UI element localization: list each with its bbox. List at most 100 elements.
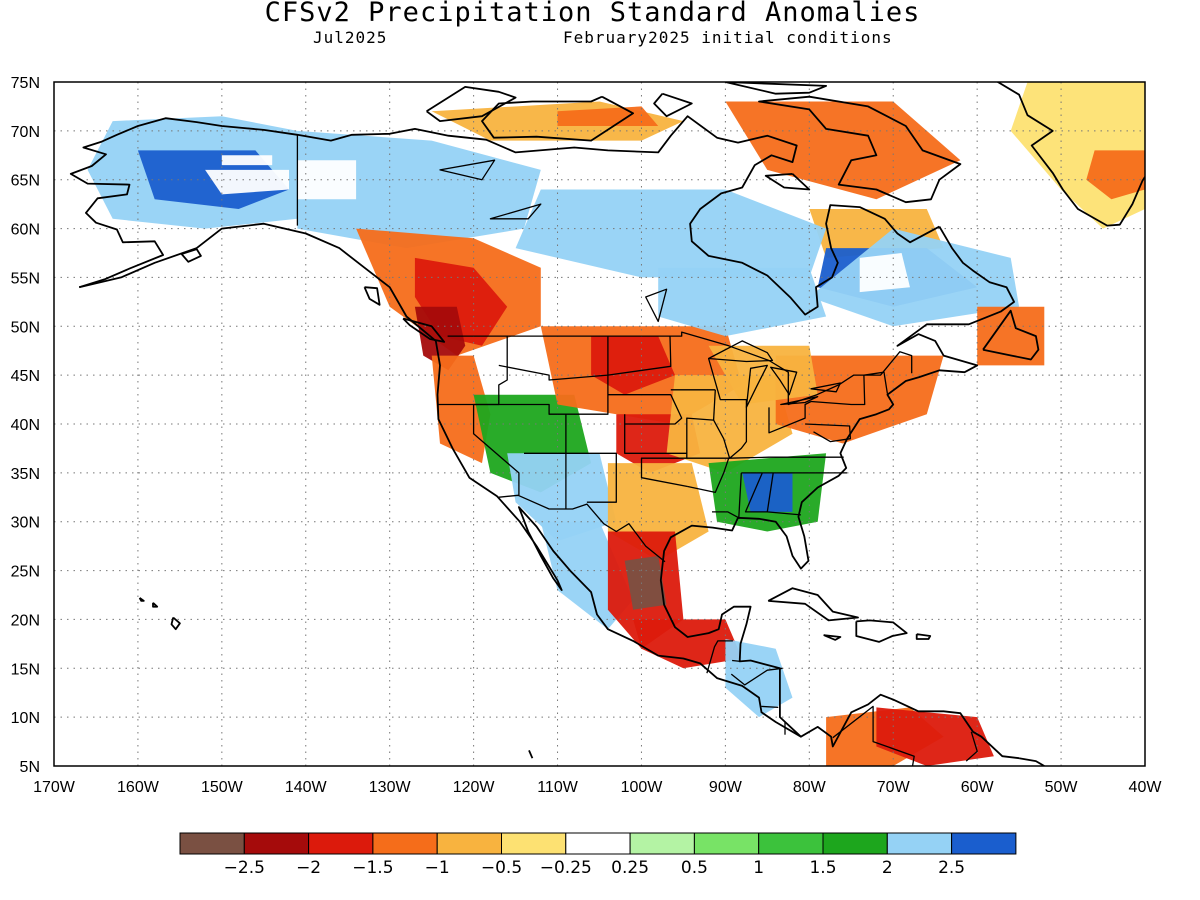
lon-tick-label: 160W — [117, 779, 160, 796]
lon-tick-label: 70W — [877, 779, 911, 796]
lake-outline — [810, 382, 842, 393]
anomaly-region — [809, 228, 1020, 327]
anomaly-region — [507, 453, 617, 542]
lat-tick-label: 15N — [11, 661, 40, 678]
coastline — [481, 95, 634, 142]
lake-outline — [707, 340, 774, 363]
lake-outline — [780, 395, 819, 406]
coastline — [138, 597, 145, 602]
colorbar-label: −1 — [425, 858, 450, 878]
lon-tick-label: 120W — [453, 779, 496, 796]
colorbar-swatch — [565, 832, 631, 855]
colorbar-label: 1.5 — [809, 858, 836, 878]
border-line — [732, 659, 741, 663]
colorbar-label: −0.25 — [540, 858, 592, 878]
lat-tick-label: 10N — [11, 710, 40, 727]
coastline — [915, 633, 932, 640]
lat-tick-label: 60N — [11, 222, 40, 239]
lon-tick-label: 80W — [793, 779, 827, 796]
coastline — [659, 226, 1015, 738]
forecast-month: Jul2025 — [313, 28, 388, 47]
coastline — [764, 173, 811, 191]
initial-conditions: February2025 initial conditions — [563, 28, 893, 47]
colorbar-label: −0.5 — [481, 858, 522, 878]
colorbar-label: 0.5 — [681, 858, 708, 878]
coastline — [823, 634, 842, 641]
colorbar: −2.5 −2 −1.5 −1 −0.5 −0.25 0.25 0.5 1 1.5 2 2.5 — [179, 832, 1017, 878]
border-line — [768, 400, 812, 434]
lake-outline — [439, 159, 496, 181]
border-line — [965, 731, 978, 762]
lon-tick-label: 130W — [369, 779, 412, 796]
anomaly-region — [297, 130, 541, 249]
lat-tick-label: 70N — [11, 124, 40, 141]
lon-tick-label: 90W — [709, 779, 743, 796]
coastline — [855, 619, 908, 643]
chart-title: CFSv2 Precipitation Standard Anomalies — [264, 0, 921, 28]
anomaly-region — [859, 253, 910, 293]
lat-tick-label: 5N — [20, 759, 40, 776]
lat-tick-label: 25N — [11, 564, 40, 581]
anomaly-region — [725, 101, 961, 200]
coastline — [363, 286, 381, 306]
border-line — [497, 494, 666, 563]
coastline — [78, 222, 1020, 760]
border-line — [437, 336, 609, 415]
lon-tick-label: 40W — [1129, 779, 1163, 796]
anomaly-field — [87, 82, 1145, 766]
lon-tick-label: 140W — [285, 779, 328, 796]
colorbar-swatch — [436, 832, 503, 855]
anomaly-region — [742, 472, 793, 512]
border-line — [712, 472, 742, 519]
lat-tick-label: 50N — [11, 319, 40, 336]
lake-outline — [745, 364, 768, 409]
border-line — [687, 457, 730, 494]
lon-tick-label: 110W — [537, 779, 579, 796]
lat-tick-label: 20N — [11, 612, 40, 629]
colorbar-label: −2 — [296, 858, 321, 878]
lake-outline — [645, 288, 668, 323]
coastline — [69, 115, 940, 316]
coastline — [767, 587, 859, 622]
colorbar-swatch — [179, 832, 245, 855]
coastline — [982, 309, 1040, 361]
colorbar-swatch — [758, 832, 824, 855]
anomaly-region — [205, 169, 289, 195]
coastline — [402, 317, 446, 343]
coastline — [725, 82, 827, 95]
map-frame — [53, 81, 1146, 767]
border-line — [730, 667, 783, 686]
border-line — [761, 705, 779, 709]
border-line — [810, 371, 889, 406]
anomaly-region — [624, 555, 667, 610]
anomaly-region — [725, 639, 793, 718]
lat-tick-label: 40N — [11, 417, 40, 434]
lake-outline — [489, 203, 542, 220]
lat-tick-label: 65N — [11, 173, 40, 190]
colorbar-swatch — [629, 832, 695, 855]
border-line — [728, 407, 844, 459]
lon-tick-label: 170W — [33, 779, 76, 796]
colorbar-swatch — [951, 832, 1017, 855]
coastline — [1018, 757, 1045, 766]
colorbar-swatch — [243, 832, 310, 855]
lon-tick-label: 50W — [1045, 779, 1079, 796]
lat-tick-label: 30N — [11, 515, 40, 532]
anomaly-region — [414, 306, 466, 371]
anomaly-region — [591, 336, 675, 395]
coastline — [180, 248, 202, 263]
anomaly-region — [221, 155, 273, 166]
anomaly-region — [977, 306, 1045, 366]
colorbar-swatch — [822, 832, 888, 855]
anomaly-region — [1086, 150, 1145, 200]
anomaly-region — [557, 106, 659, 126]
anomaly-region — [876, 707, 994, 766]
colorbar-label: −1.5 — [352, 858, 393, 878]
lat-tick-label: 35N — [11, 466, 40, 483]
colorbar-swatch — [501, 832, 567, 855]
lon-tick-label: 150W — [201, 779, 244, 796]
coastline — [426, 86, 517, 122]
border-line — [706, 640, 733, 674]
colorbar-swatch — [308, 832, 374, 855]
